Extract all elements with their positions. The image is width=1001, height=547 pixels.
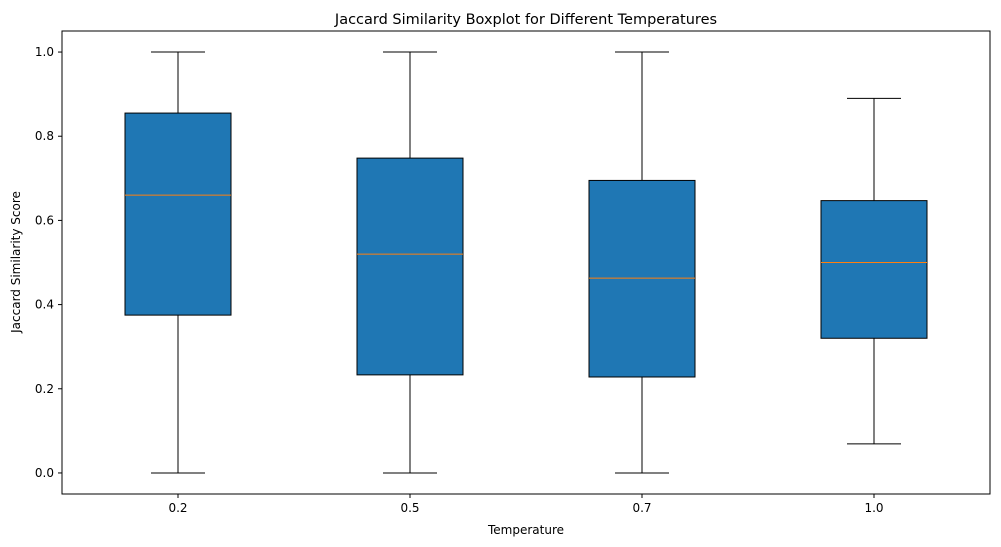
plot-area <box>124 51 928 474</box>
y-tick-label: 1.0 <box>35 45 54 59</box>
plot-frame <box>61 30 991 495</box>
box <box>356 157 464 376</box>
y-tick-label: 0.2 <box>35 382 54 396</box>
box-group <box>124 51 232 474</box>
y-tick-label: 0.0 <box>35 466 54 480</box>
box <box>588 179 696 378</box>
y-axis-label: Jaccard Similarity Score <box>9 191 23 334</box>
x-tick-label: 0.7 <box>632 501 651 515</box>
x-tick-label: 0.2 <box>168 501 187 515</box>
box <box>124 112 232 316</box>
y-tick-label: 0.8 <box>35 129 54 143</box>
box-group <box>588 51 696 474</box>
y-tick-label: 0.6 <box>35 213 54 227</box>
y-tick-label: 0.4 <box>35 298 54 312</box>
x-axis-label: Temperature <box>487 523 564 537</box>
x-axis: 0.2 0.5 0.7 1.0 <box>168 494 884 515</box>
x-tick-label: 1.0 <box>864 501 883 515</box>
box <box>820 200 928 339</box>
chart-title: Jaccard Similarity Boxplot for Different… <box>334 12 717 28</box>
box-group <box>820 97 928 445</box>
x-tick-label: 0.5 <box>400 501 419 515</box>
y-axis: 0.0 0.2 0.4 0.6 0.8 1.0 <box>35 45 62 480</box>
box-group <box>356 51 464 474</box>
